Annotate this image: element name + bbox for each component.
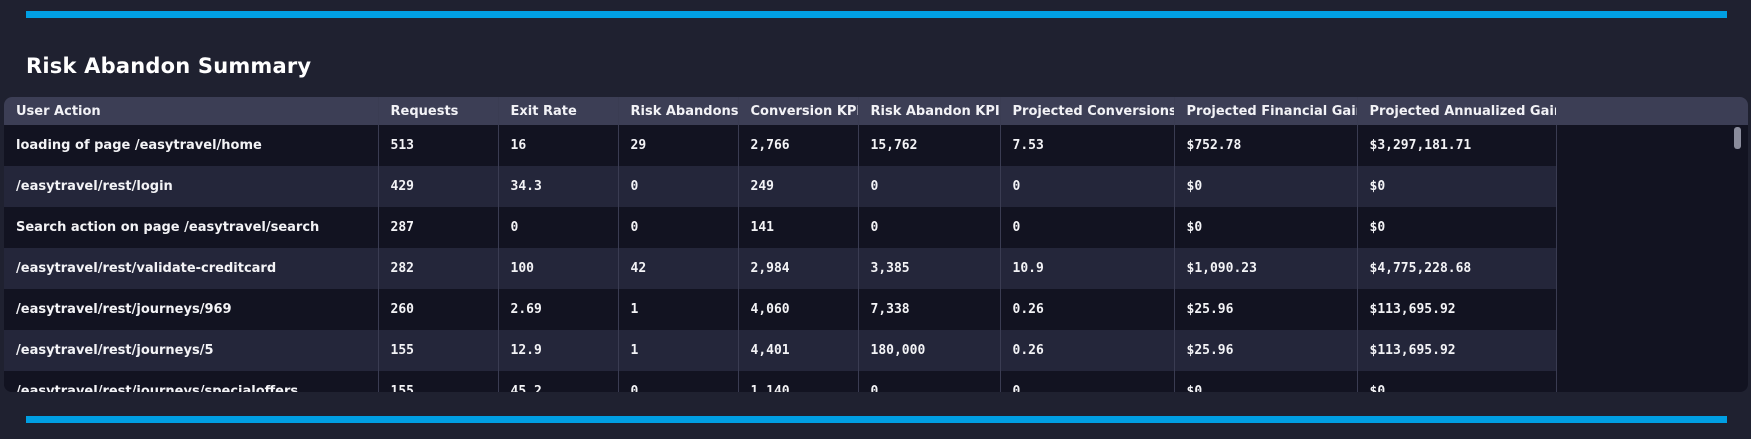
cell-risk-abandon-kpi: 7,338	[858, 289, 1001, 330]
cell-projected-annualized-gain: $0	[1357, 166, 1557, 207]
column-header-risk-abandons[interactable]: Risk Abandons	[618, 97, 739, 125]
cell-exit-rate: 45.2	[498, 371, 619, 392]
cell-user-action: loading of page /easytravel/home	[4, 125, 379, 166]
table-row[interactable]: /easytravel/rest/validate-creditcard 282 1…	[4, 248, 1557, 289]
bottom-accent-bar	[26, 416, 1727, 423]
cell-projected-conversions: 10.9	[1000, 248, 1175, 289]
cell-risk-abandon-kpi: 3,385	[858, 248, 1001, 289]
cell-risk-abandon-kpi: 15,762	[858, 125, 1001, 166]
cell-requests: 260	[378, 289, 499, 330]
table-row[interactable]: /easytravel/rest/journeys/969 260 2.69 1 4,0…	[4, 289, 1557, 330]
column-header-projected-financial-gain[interactable]: Projected Financial Gain	[1174, 97, 1358, 125]
cell-requests: 513	[378, 125, 499, 166]
table-row[interactable]: /easytravel/rest/journeys/specialoffers 1…	[4, 371, 1557, 392]
cell-projected-financial-gain: $25.96	[1174, 330, 1358, 371]
cell-user-action: /easytravel/rest/journeys/5	[4, 330, 379, 371]
cell-requests: 155	[378, 371, 499, 392]
column-header-projected-conversions[interactable]: Projected Conversions	[1000, 97, 1175, 125]
cell-exit-rate: 2.69	[498, 289, 619, 330]
cell-risk-abandon-kpi: 0	[858, 207, 1001, 248]
table-header-filler	[1556, 97, 1748, 125]
column-header-conversion-kpi[interactable]: Conversion KPI	[738, 97, 859, 125]
cell-projected-conversions: 0	[1000, 207, 1175, 248]
cell-conversion-kpi: 1,140	[738, 371, 859, 392]
cell-risk-abandon-kpi: 0	[858, 371, 1001, 392]
cell-conversion-kpi: 4,060	[738, 289, 859, 330]
cell-projected-annualized-gain: $0	[1357, 371, 1557, 392]
cell-risk-abandons: 0	[618, 166, 739, 207]
cell-exit-rate: 12.9	[498, 330, 619, 371]
cell-risk-abandons: 42	[618, 248, 739, 289]
cell-requests: 282	[378, 248, 499, 289]
cell-conversion-kpi: 141	[738, 207, 859, 248]
column-header-requests[interactable]: Requests	[378, 97, 499, 125]
risk-abandon-table: User Action Requests Exit Rate Risk Aban…	[4, 97, 1557, 392]
page-title: Risk Abandon Summary	[26, 54, 312, 78]
cell-risk-abandons: 29	[618, 125, 739, 166]
cell-projected-conversions: 0	[1000, 166, 1175, 207]
table-row[interactable]: /easytravel/rest/journeys/5 155 12.9 1 4,401…	[4, 330, 1557, 371]
cell-projected-conversions: 0.26	[1000, 289, 1175, 330]
cell-user-action: /easytravel/rest/login	[4, 166, 379, 207]
risk-abandon-table-container: User Action Requests Exit Rate Risk Aban…	[4, 97, 1748, 392]
cell-projected-financial-gain: $752.78	[1174, 125, 1358, 166]
cell-requests: 429	[378, 166, 499, 207]
cell-user-action: /easytravel/rest/journeys/969	[4, 289, 379, 330]
vertical-scrollbar[interactable]	[1734, 125, 1742, 387]
cell-projected-annualized-gain: $113,695.92	[1357, 330, 1557, 371]
cell-risk-abandons: 0	[618, 371, 739, 392]
cell-exit-rate: 34.3	[498, 166, 619, 207]
cell-exit-rate: 100	[498, 248, 619, 289]
cell-exit-rate: 16	[498, 125, 619, 166]
column-header-exit-rate[interactable]: Exit Rate	[498, 97, 619, 125]
cell-user-action: Search action on page /easytravel/search	[4, 207, 379, 248]
cell-projected-financial-gain: $25.96	[1174, 289, 1358, 330]
table-row[interactable]: loading of page /easytravel/home 513 16 29 2…	[4, 125, 1557, 166]
cell-risk-abandon-kpi: 180,000	[858, 330, 1001, 371]
cell-conversion-kpi: 2,984	[738, 248, 859, 289]
table-row[interactable]: /easytravel/rest/login 429 34.3 0 249 0 0 $0 $0	[4, 166, 1557, 207]
cell-projected-financial-gain: $0	[1174, 166, 1358, 207]
top-accent-bar	[26, 11, 1727, 18]
cell-conversion-kpi: 249	[738, 166, 859, 207]
table-row[interactable]: Search action on page /easytravel/search…	[4, 207, 1557, 248]
table-header-row: User Action Requests Exit Rate Risk Aban…	[4, 97, 1557, 125]
cell-projected-conversions: 0.26	[1000, 330, 1175, 371]
cell-user-action: /easytravel/rest/journeys/specialoffers	[4, 371, 379, 392]
cell-projected-conversions: 0	[1000, 371, 1175, 392]
cell-conversion-kpi: 2,766	[738, 125, 859, 166]
cell-projected-annualized-gain: $4,775,228.68	[1357, 248, 1557, 289]
cell-user-action: /easytravel/rest/validate-creditcard	[4, 248, 379, 289]
table-body: loading of page /easytravel/home 513 16 29 2…	[4, 125, 1557, 392]
cell-projected-conversions: 7.53	[1000, 125, 1175, 166]
column-header-risk-abandon-kpi[interactable]: Risk Abandon KPI	[858, 97, 1001, 125]
cell-conversion-kpi: 4,401	[738, 330, 859, 371]
column-header-user-action[interactable]: User Action	[4, 97, 379, 125]
cell-projected-annualized-gain: $113,695.92	[1357, 289, 1557, 330]
scrollbar-thumb[interactable]	[1734, 127, 1741, 149]
cell-projected-annualized-gain: $0	[1357, 207, 1557, 248]
cell-exit-rate: 0	[498, 207, 619, 248]
cell-requests: 155	[378, 330, 499, 371]
cell-projected-financial-gain: $0	[1174, 371, 1358, 392]
cell-risk-abandons: 0	[618, 207, 739, 248]
cell-risk-abandons: 1	[618, 289, 739, 330]
cell-risk-abandon-kpi: 0	[858, 166, 1001, 207]
cell-requests: 287	[378, 207, 499, 248]
cell-risk-abandons: 1	[618, 330, 739, 371]
cell-projected-financial-gain: $0	[1174, 207, 1358, 248]
cell-projected-annualized-gain: $3,297,181.71	[1357, 125, 1557, 166]
column-header-projected-annualized-gain[interactable]: Projected Annualized Gain	[1357, 97, 1557, 125]
cell-projected-financial-gain: $1,090.23	[1174, 248, 1358, 289]
